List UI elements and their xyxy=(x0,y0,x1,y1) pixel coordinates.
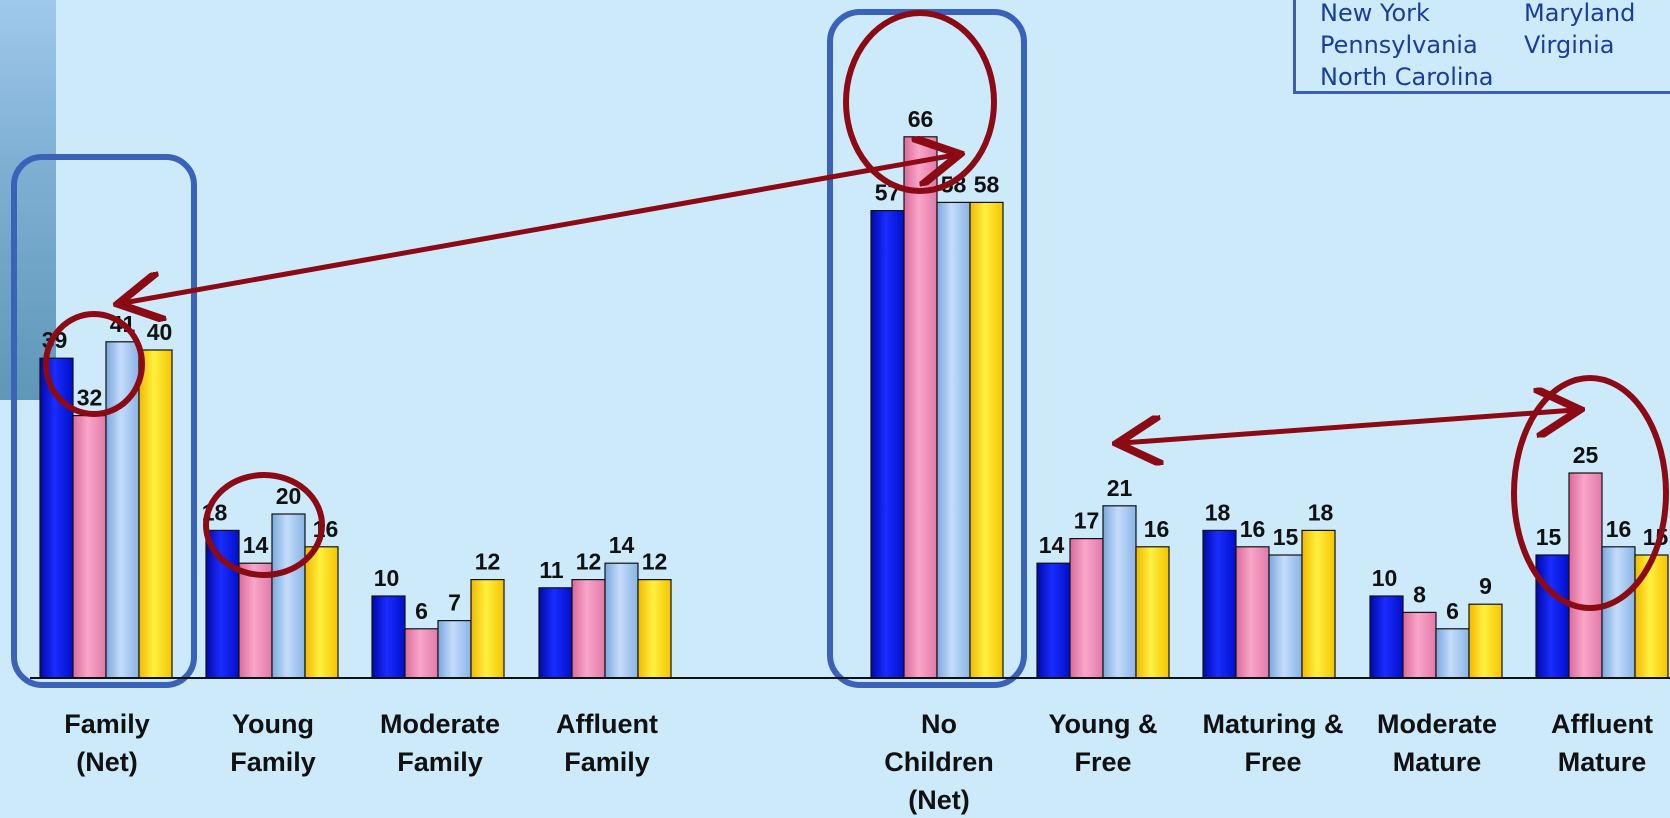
bar-7-2 xyxy=(1435,628,1470,679)
category-label-5-0: Young & xyxy=(1049,709,1158,739)
bar-6-1 xyxy=(1235,546,1270,679)
bar-3-1 xyxy=(571,578,606,679)
value-label-3-3: 12 xyxy=(642,549,668,575)
category-label-3-1: Family xyxy=(564,747,650,777)
value-label-6-3: 18 xyxy=(1308,499,1334,525)
value-label-8-0: 15 xyxy=(1536,524,1562,550)
bar-4-1 xyxy=(903,136,938,679)
bar-1-0 xyxy=(205,529,240,679)
bar-3-2 xyxy=(604,562,639,679)
legend-box: New York Maryland Pennsylvania Virginia … xyxy=(1293,0,1670,94)
bar-0-2 xyxy=(105,341,140,679)
value-label-6-2: 15 xyxy=(1273,524,1299,550)
value-label-0-1: 32 xyxy=(77,385,103,411)
category-label-5-1: Free xyxy=(1074,747,1131,777)
value-label-5-0: 14 xyxy=(1039,532,1065,558)
bar-2-0 xyxy=(371,595,406,679)
bar-0-1 xyxy=(72,415,107,679)
bar-1-3 xyxy=(304,546,339,679)
bar-4-3 xyxy=(969,201,1004,679)
highlight-box-family-net xyxy=(11,154,197,688)
value-label-7-2: 6 xyxy=(1446,598,1459,624)
value-label-4-3: 58 xyxy=(974,171,1000,197)
circle-family-net xyxy=(43,311,145,417)
bar-3-3 xyxy=(637,578,672,679)
value-label-5-3: 16 xyxy=(1144,516,1170,542)
value-label-3-0: 11 xyxy=(539,557,564,583)
category-label-6-0: Maturing & xyxy=(1203,709,1344,739)
value-label-8-2: 16 xyxy=(1606,516,1632,542)
value-label-2-1: 6 xyxy=(415,598,428,624)
value-label-3-2: 14 xyxy=(609,532,635,558)
value-label-2-3: 12 xyxy=(475,549,501,575)
category-label-0-1: (Net) xyxy=(76,747,138,777)
bar-8-3 xyxy=(1634,554,1669,679)
bar-4-0 xyxy=(870,210,905,679)
bar-7-0 xyxy=(1369,595,1404,679)
arrow-young-free-to-affluent-mature xyxy=(1122,410,1575,443)
legend-item-pennsylvania: Pennsylvania xyxy=(1320,31,1478,59)
value-label-7-3: 9 xyxy=(1479,573,1492,599)
bar-1-2 xyxy=(271,513,306,679)
value-label-7-1: 8 xyxy=(1413,581,1426,607)
bar-5-0 xyxy=(1036,562,1071,679)
arrow-family-to-no-children xyxy=(123,155,955,303)
category-label-8-1: Mature xyxy=(1558,747,1647,777)
category-label-2-0: Moderate xyxy=(380,709,500,739)
bar-6-2 xyxy=(1268,554,1303,679)
sidebar-strip xyxy=(0,0,56,400)
category-label-6-1: Free xyxy=(1244,747,1301,777)
bar-0-0 xyxy=(39,357,74,679)
bar-8-0 xyxy=(1535,554,1570,679)
bar-6-3 xyxy=(1301,529,1336,679)
value-label-6-0: 18 xyxy=(1205,499,1231,525)
value-label-7-0: 10 xyxy=(1372,565,1398,591)
bar-8-2 xyxy=(1601,546,1636,679)
value-label-5-1: 17 xyxy=(1074,508,1100,534)
category-label-1-0: Young xyxy=(232,709,314,739)
category-label-7-1: Mature xyxy=(1393,747,1482,777)
category-label-1-1: Family xyxy=(230,747,316,777)
legend-item-virginia: Virginia xyxy=(1524,31,1615,59)
bar-2-2 xyxy=(437,619,472,679)
category-label-7-0: Moderate xyxy=(1377,709,1497,739)
legend-item-north-carolina: North Carolina xyxy=(1320,63,1494,91)
bar-7-3 xyxy=(1468,603,1503,679)
category-label-0-0: Family xyxy=(64,709,150,739)
value-label-2-0: 10 xyxy=(374,565,400,591)
bar-8-1 xyxy=(1568,472,1603,679)
bar-5-3 xyxy=(1135,546,1170,679)
category-label-4-1: Children xyxy=(884,747,994,777)
bar-2-3 xyxy=(470,578,505,679)
value-label-2-2: 7 xyxy=(448,590,461,616)
category-label-4-2: (Net) xyxy=(908,785,970,815)
legend-item-maryland: Maryland xyxy=(1524,0,1636,27)
category-label-3-0: Affluent xyxy=(556,709,658,739)
circle-young-family xyxy=(203,472,325,578)
value-label-6-1: 16 xyxy=(1240,516,1266,542)
circle-affluent-mature xyxy=(1511,375,1669,611)
bar-4-2 xyxy=(936,201,971,679)
value-label-4-1: 66 xyxy=(908,106,934,132)
bar-5-1 xyxy=(1069,537,1104,679)
bar-1-1 xyxy=(238,562,273,679)
value-label-5-2: 21 xyxy=(1107,475,1133,501)
bar-2-1 xyxy=(404,628,439,679)
value-label-8-1: 25 xyxy=(1573,442,1599,468)
category-label-4-0: No xyxy=(921,709,957,739)
category-label-2-1: Family xyxy=(397,747,483,777)
legend-item-new-york: New York xyxy=(1320,0,1430,27)
category-label-8-0: Affluent xyxy=(1551,709,1653,739)
bar-3-0 xyxy=(538,587,573,679)
bar-5-2 xyxy=(1102,505,1137,679)
bar-7-1 xyxy=(1402,611,1437,679)
value-label-0-3: 40 xyxy=(147,319,173,345)
value-label-1-3: 16 xyxy=(313,516,339,542)
bar-0-3 xyxy=(138,349,173,679)
value-label-3-1: 12 xyxy=(576,549,602,575)
bar-6-0 xyxy=(1202,529,1237,679)
value-label-1-1: 14 xyxy=(243,532,269,558)
